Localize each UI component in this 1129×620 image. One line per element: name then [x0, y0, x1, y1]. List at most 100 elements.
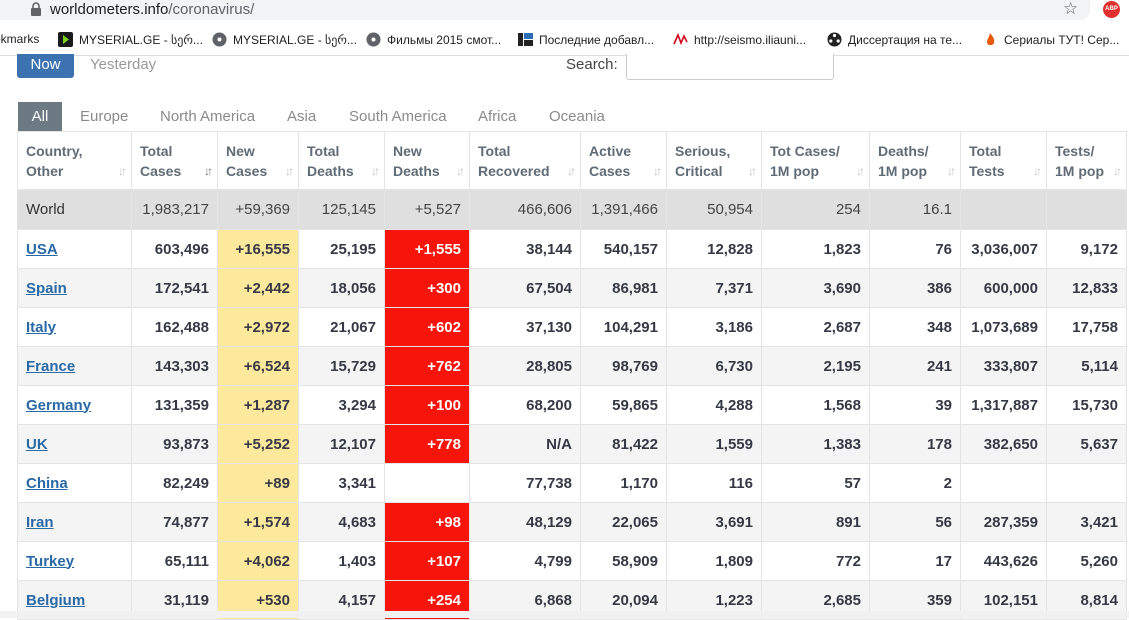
- header-label-line1: Deaths/: [878, 142, 929, 159]
- cases-per-million-cell: 891: [761, 502, 870, 542]
- total-recovered-header[interactable]: Total Recovered ↓↑: [469, 131, 581, 190]
- total-tests-cell: 1,073,689: [960, 307, 1047, 347]
- table-row: Italy 162,488 +2,972 21,067 +602 37,130 104,29…: [17, 307, 1127, 347]
- new-deaths-header[interactable]: New Deaths ↓↑: [384, 131, 470, 190]
- country-link[interactable]: Italy: [26, 318, 57, 336]
- table-row: China 82,249 +89 3,341 77,738 1,170 116 57 2: [17, 463, 1127, 503]
- tab-europe[interactable]: Europe: [80, 108, 129, 125]
- sort-arrows-icon[interactable]: ↓↑: [1033, 164, 1042, 178]
- new-cases-cell: +6,524: [217, 346, 299, 386]
- tab-africa[interactable]: Africa: [478, 108, 517, 125]
- new-cases-cell: +2,442: [217, 268, 299, 308]
- bookmark-item[interactable]: Фильмы 2015 смот...: [366, 32, 501, 47]
- bookmark-star-icon[interactable]: ☆: [1063, 0, 1079, 18]
- yesterday-button[interactable]: Yesterday: [90, 56, 157, 73]
- tests-per-million-cell: 5,114: [1046, 346, 1127, 386]
- serious-critical-header[interactable]: Serious, Critical ↓↑: [666, 131, 762, 190]
- sort-arrows-icon[interactable]: ↓↑: [567, 164, 576, 178]
- deaths-per-million-cell: 2: [869, 463, 961, 503]
- country-link[interactable]: USA: [26, 240, 58, 258]
- tests-per-million-cell: 17,758: [1046, 307, 1127, 347]
- sort-arrows-icon[interactable]: ↓↑: [456, 164, 465, 178]
- country-link[interactable]: UK: [26, 435, 48, 453]
- total-cases-header[interactable]: Total Cases ↓↑: [131, 131, 218, 190]
- total-recovered-cell: 38,144: [469, 229, 581, 269]
- country-link[interactable]: Spain: [26, 279, 67, 297]
- table-row: Germany 131,359 +1,287 3,294 +100 68,200 59,86…: [17, 385, 1127, 425]
- tab-north-america[interactable]: North America: [160, 108, 256, 125]
- sort-arrows-icon[interactable]: ↓↑: [204, 164, 213, 178]
- cases-per-million-cell: 57: [761, 463, 870, 503]
- new-cases-cell: +16,555: [217, 229, 299, 269]
- header-label-line2: Cases: [226, 162, 268, 179]
- sort-arrows-icon[interactable]: ↓↑: [856, 164, 865, 178]
- total-recovered-cell: N/A: [469, 424, 581, 464]
- total-tests-cell: 443,626: [960, 541, 1047, 581]
- total-tests-header[interactable]: Total Tests ↓↑: [960, 131, 1047, 190]
- total-deaths-cell: 1,403: [298, 541, 385, 581]
- horizontal-scrollbar[interactable]: [0, 611, 1129, 618]
- sort-arrows-icon[interactable]: ↓↑: [748, 164, 757, 178]
- country-link[interactable]: Turkey: [26, 552, 75, 570]
- total-deaths-cell: 18,056: [298, 268, 385, 308]
- serious-critical-cell: 4,288: [666, 385, 762, 425]
- now-button[interactable]: Now: [17, 54, 74, 78]
- tab-all[interactable]: All: [18, 102, 62, 132]
- url-path: /coronavirus/: [168, 1, 255, 18]
- country-link[interactable]: France: [26, 357, 76, 375]
- country-link[interactable]: Belgium: [26, 591, 86, 609]
- tests-per-million-cell: 15,730: [1046, 385, 1127, 425]
- table-header-row: Country, Other ↓↑ Total Cases ↓↑ New Cases ↓↑ Tot…: [17, 131, 1127, 190]
- total-deaths-header[interactable]: Total Deaths ↓↑: [298, 131, 385, 190]
- tab-asia[interactable]: Asia: [287, 108, 317, 125]
- tests-per-million-header[interactable]: Tests/1M pop ↓↑: [1046, 131, 1127, 190]
- deaths-per-million-header[interactable]: Deaths/1M pop ↓↑: [869, 131, 961, 190]
- sort-arrows-icon[interactable]: ↓↑: [371, 164, 380, 178]
- active-cases-header[interactable]: Active Cases ↓↑: [580, 131, 667, 190]
- cases-per-million-cell: 772: [761, 541, 870, 581]
- total-cases-cell: 1,983,217: [131, 189, 218, 230]
- country-cell: China: [17, 463, 132, 503]
- new-deaths-cell: +100: [384, 385, 470, 425]
- sort-arrows-icon[interactable]: ↓↑: [653, 164, 662, 178]
- bookmark-item[interactable]: MYSERIAL.GE - სერ...: [212, 32, 357, 47]
- new-cases-header[interactable]: New Cases ↓↑: [217, 131, 299, 190]
- url-text[interactable]: worldometers.info/coronavirus/: [50, 1, 254, 18]
- country-link[interactable]: Iran: [26, 513, 54, 531]
- country-link[interactable]: China: [26, 474, 68, 492]
- total-deaths-cell: 4,683: [298, 502, 385, 542]
- sort-arrows-icon[interactable]: ↓↑: [118, 164, 127, 178]
- total-cases-cell: 172,541: [131, 268, 218, 308]
- cases-per-million-cell: 2,687: [761, 307, 870, 347]
- header-label-line2: Deaths: [393, 162, 440, 179]
- tab-south-america[interactable]: South America: [349, 108, 447, 125]
- total-tests-cell: 382,650: [960, 424, 1047, 464]
- sort-arrows-icon[interactable]: ↓↑: [1113, 164, 1122, 178]
- country-cell: Italy: [17, 307, 132, 347]
- sort-arrows-icon[interactable]: ↓↑: [285, 164, 294, 178]
- header-label-line2: 1M pop: [770, 162, 819, 179]
- deaths-per-million-cell: 76: [869, 229, 961, 269]
- bookmark-item[interactable]: MYSERIAL.GE - სერ...: [58, 32, 203, 47]
- country-link[interactable]: Germany: [26, 396, 92, 414]
- bookmark-item[interactable]: Диссертация на те...: [827, 32, 962, 47]
- header-label-line1: Total: [140, 142, 173, 159]
- new-cases-cell: +1,574: [217, 502, 299, 542]
- country-header[interactable]: Country, Other ↓↑: [17, 131, 132, 190]
- serious-critical-cell: 116: [666, 463, 762, 503]
- bookmark-item[interactable]: http://seismo.iliauni...: [673, 32, 806, 47]
- search-input[interactable]: [626, 54, 834, 80]
- total-recovered-cell: 37,130: [469, 307, 581, 347]
- country-cell: UK: [17, 424, 132, 464]
- total-cases-cell: 162,488: [131, 307, 218, 347]
- omnibox[interactable]: worldometers.info/coronavirus/: [0, 0, 1090, 20]
- adblock-icon[interactable]: ABP: [1103, 1, 1120, 18]
- bookmark-item[interactable]: Последние добавл...: [518, 32, 654, 47]
- sort-arrows-icon[interactable]: ↓↑: [947, 164, 956, 178]
- tab-oceania[interactable]: Oceania: [549, 108, 605, 125]
- new-deaths-cell: +107: [384, 541, 470, 581]
- bookmark-item[interactable]: Сериалы ТУТ! Сер...: [983, 32, 1119, 47]
- cases-per-million-header[interactable]: Tot Cases/1M pop ↓↑: [761, 131, 870, 190]
- bookmark-item[interactable]: okmarks: [0, 32, 39, 46]
- bookmark-label: MYSERIAL.GE - სერ...: [79, 32, 203, 47]
